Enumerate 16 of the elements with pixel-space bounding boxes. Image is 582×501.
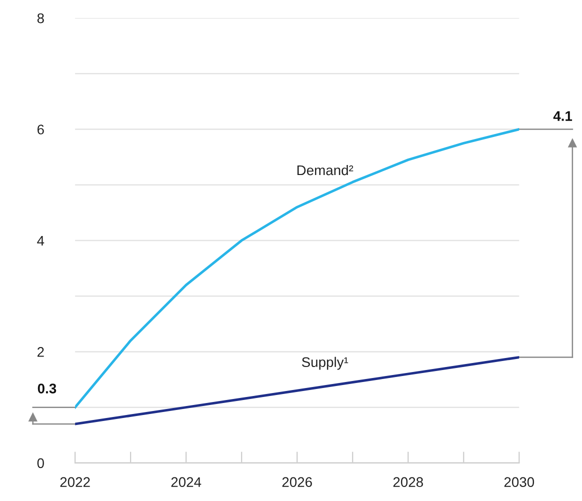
x-tick-label: 2024 <box>171 477 202 488</box>
series-label: Supply¹ <box>302 356 348 370</box>
x-tick-label: 2030 <box>504 477 534 488</box>
annotation: 0.3 <box>38 384 56 394</box>
series-label: Demand² <box>297 164 354 176</box>
y-tick-label: 8 <box>37 13 44 24</box>
x-tick-label: 2028 <box>393 477 423 488</box>
y-tick-label: 6 <box>38 124 44 134</box>
x-tick-label: 2026 <box>282 477 312 488</box>
y-tick-label: 4 <box>37 236 44 246</box>
annotation: 4.1 <box>553 111 572 121</box>
line-series <box>75 128 520 409</box>
y-tick-label: 2 <box>38 347 44 357</box>
x-tick-label: 2022 <box>60 477 90 488</box>
y-tick-label: 0 <box>37 458 44 468</box>
line-series <box>75 356 520 426</box>
